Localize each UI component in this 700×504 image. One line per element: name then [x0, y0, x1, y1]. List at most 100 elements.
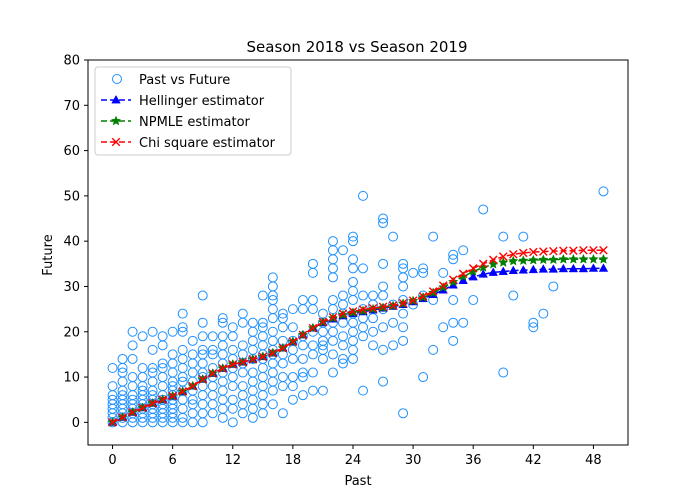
series-marker-chisquare	[318, 317, 328, 327]
y-tick-label: 50	[63, 189, 80, 204]
scatter-point	[217, 313, 228, 324]
series-marker-chisquare	[158, 395, 167, 405]
scatter-point	[438, 267, 449, 278]
scatter-point	[458, 245, 469, 256]
scatter-point	[317, 340, 328, 351]
scatter-point	[247, 317, 258, 328]
scatter-point	[167, 326, 178, 337]
series-marker-chisquare	[288, 337, 298, 347]
scatter-point	[598, 186, 609, 197]
x-axis-label: Past	[344, 474, 371, 489]
scatter-point	[307, 385, 318, 396]
scatter-point	[257, 317, 268, 328]
scatter-point	[177, 344, 188, 355]
scatter-point	[177, 308, 188, 319]
scatter-point	[177, 322, 188, 333]
scatter-point	[428, 231, 439, 242]
scatter-point	[498, 231, 509, 242]
scatter-point	[347, 236, 358, 247]
scatter-point	[337, 331, 348, 342]
scatter-point	[197, 290, 208, 301]
legend-marker-npmle	[110, 115, 122, 126]
series-marker-chisquare	[168, 391, 177, 401]
scatter-point	[307, 295, 318, 306]
scatter-point	[297, 353, 308, 364]
scatter-point	[378, 376, 389, 387]
scatter-point	[197, 349, 208, 360]
series-marker-chisquare	[468, 264, 478, 273]
x-tick-label: 18	[285, 453, 302, 468]
scatter-point	[418, 263, 429, 274]
series-marker-chisquare	[188, 381, 197, 391]
scatter-point	[167, 381, 178, 392]
scatter-point	[227, 322, 238, 333]
series-marker-chisquare	[599, 245, 608, 255]
scatter-point	[267, 326, 278, 337]
scatter-point	[277, 372, 288, 383]
scatter-point	[378, 218, 389, 229]
series-marker-chisquare	[208, 369, 218, 378]
series-marker-chisquare	[218, 364, 228, 373]
scatter-point	[428, 344, 439, 355]
scatter-points	[107, 186, 609, 428]
scatter-point	[197, 331, 208, 342]
legend: Past vs Future Hellinger estimator NPMLE…	[94, 66, 292, 156]
scatter-point	[137, 385, 148, 396]
scatter-point	[528, 317, 539, 328]
series-marker-chisquare	[278, 343, 288, 353]
scatter-point	[327, 367, 338, 378]
scatter-point	[398, 308, 409, 319]
scatter-point	[227, 417, 238, 428]
series-marker-hellinger	[568, 263, 579, 273]
scatter-point	[287, 322, 298, 333]
scatter-point	[107, 363, 118, 373]
scatter-point	[117, 353, 128, 364]
scatter-point	[177, 417, 188, 428]
series-marker-chisquare	[258, 352, 268, 361]
series-marker-npmle	[538, 254, 549, 265]
scatter-point	[147, 363, 158, 373]
series-marker-npmle	[447, 276, 459, 287]
scatter-point	[448, 295, 459, 306]
scatter-point	[237, 381, 248, 392]
series-marker-npmle	[518, 255, 529, 266]
scatter-point	[378, 258, 389, 269]
series-marker-chisquare	[438, 281, 448, 290]
scatter-point	[448, 254, 459, 265]
y-axis-label: Future	[41, 234, 56, 275]
y-tick-label: 10	[63, 371, 80, 386]
scatter-point	[147, 344, 158, 355]
series-marker-chisquare	[118, 413, 127, 422]
series-marker-chisquare	[328, 312, 338, 322]
plot-frame	[87, 59, 629, 446]
series-marker-chisquare	[308, 323, 318, 333]
scatter-point	[127, 394, 138, 405]
scatter-point	[127, 340, 138, 351]
scatter-point	[207, 331, 218, 342]
series-marker-npmle	[498, 257, 509, 267]
scatter-point	[177, 326, 188, 337]
scatter-point	[187, 399, 198, 410]
y-tick-label: 70	[63, 99, 80, 114]
scatter-point	[378, 344, 389, 355]
scatter-point	[247, 367, 258, 378]
series-marker-hellinger	[598, 263, 609, 272]
series-marker-hellinger	[508, 265, 518, 275]
scatter-point	[548, 281, 559, 292]
series-marker-npmle	[508, 255, 519, 266]
scatter-point	[227, 344, 238, 355]
scatter-point	[207, 344, 218, 355]
scatter-point	[267, 295, 278, 306]
series-marker-hellinger	[518, 265, 529, 274]
x-tick-label: 42	[525, 453, 542, 468]
scatter-point	[398, 408, 409, 419]
series-marker-npmle	[478, 261, 489, 272]
series-marker-chisquare	[559, 246, 568, 255]
scatter-point	[257, 322, 268, 333]
scatter-point	[277, 408, 288, 419]
scatter-point	[157, 358, 168, 369]
series-marker-chisquare	[549, 246, 558, 256]
x-tick-label: 36	[465, 453, 482, 468]
scatter-point	[528, 322, 539, 333]
series-marker-chisquare	[378, 302, 388, 312]
